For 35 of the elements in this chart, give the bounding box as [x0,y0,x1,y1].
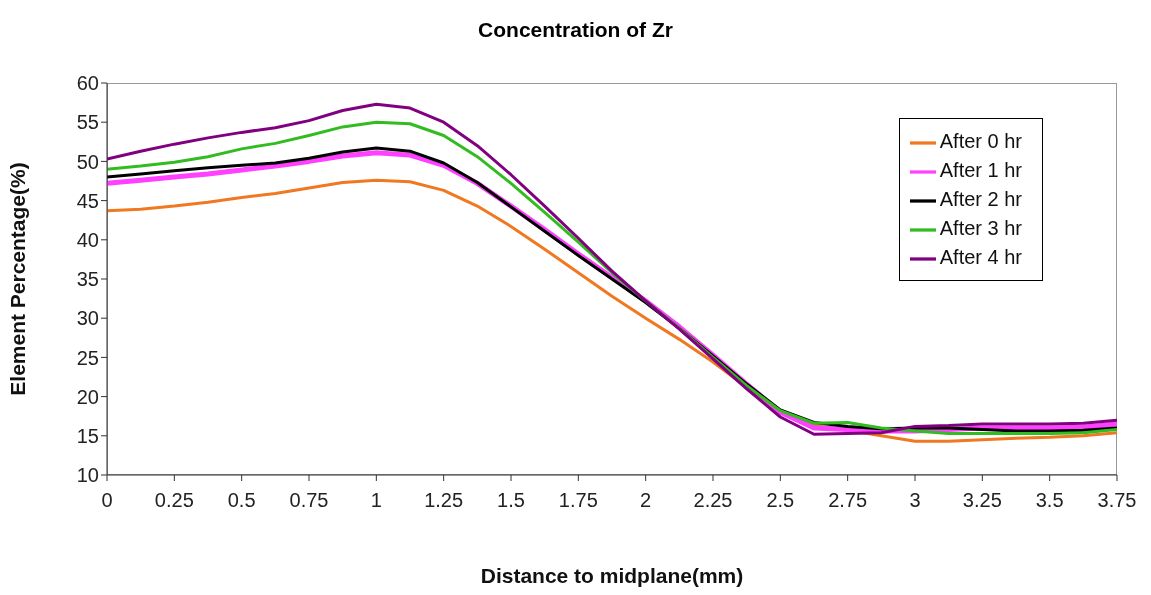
x-tick-label: 3.75 [1097,489,1137,512]
x-tick-label: 0 [101,489,113,512]
legend-label: After 3 hr [939,217,1022,239]
y-tick-label: 20 [76,385,99,408]
x-tick-label: 1.5 [497,489,525,512]
x-tick-label: 3.25 [962,489,1002,512]
y-tick-label: 55 [76,111,99,134]
chart-title: Concentration of Zr [477,18,674,42]
legend-label: After 4 hr [939,246,1022,268]
y-tick-label: 15 [76,424,99,447]
y-tick-label: 10 [76,464,99,487]
x-tick-label: 0.75 [289,489,329,512]
x-tick-label: 0.25 [154,489,194,512]
x-tick-label: 3 [909,489,921,512]
y-tick-label: 45 [76,189,99,212]
x-tick-label: 1.25 [424,489,464,512]
x-tick-label: 0.5 [227,489,256,512]
x-axis-title: Distance to midplane(mm) [480,564,744,587]
x-tick-label: 2 [640,489,652,512]
y-axis-title: Element Percentage(%) [6,162,30,396]
y-tick-label: 30 [76,307,99,330]
y-tick-label: 35 [76,268,99,291]
x-tick-label: 1 [370,489,382,512]
legend-label: After 1 hr [939,159,1022,181]
legend-label: After 0 hr [939,130,1022,152]
x-tick-label: 2.25 [693,489,733,512]
y-tick-label: 25 [76,346,99,369]
y-tick-label: 60 [76,72,99,95]
x-tick-label: 2.75 [828,489,868,512]
y-tick-label: 40 [76,228,99,251]
legend-label: After 2 hr [939,188,1022,210]
x-tick-label: 1.75 [558,489,598,512]
y-tick-label: 50 [76,150,99,173]
x-tick-label: 2.5 [766,489,795,512]
x-tick-label: 3.5 [1035,489,1064,512]
